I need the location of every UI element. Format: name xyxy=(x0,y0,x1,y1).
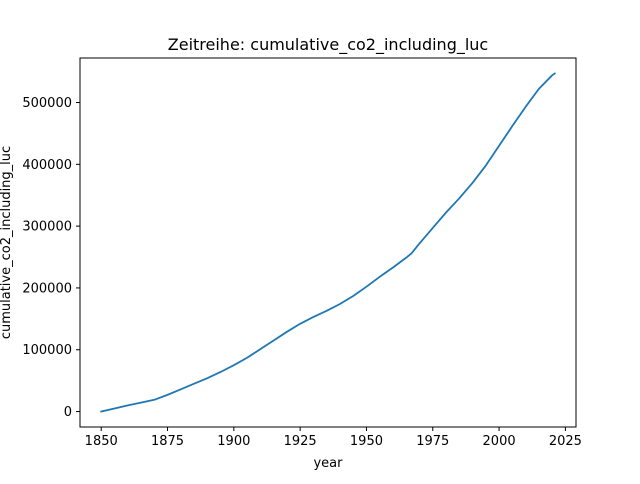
x-tick-label: 2000 xyxy=(483,434,516,449)
x-tick-label: 1850 xyxy=(85,434,118,449)
y-tick-label: 0 xyxy=(64,405,72,420)
x-tick-label: 1950 xyxy=(350,434,383,449)
plot-area xyxy=(100,72,557,413)
x-tick-label: 2025 xyxy=(549,434,582,449)
x-tick-label: 1975 xyxy=(416,434,449,449)
y-axis-ticks: 0 100000 200000 300000 400000 500000 xyxy=(22,96,80,420)
y-axis-label: cumulative_co2_including_luc xyxy=(0,146,14,339)
x-axis-label: year xyxy=(313,456,343,471)
series-line-0 xyxy=(100,72,557,413)
y-tick-label: 300000 xyxy=(22,220,72,235)
y-tick-label: 100000 xyxy=(22,343,72,358)
y-tick-label: 500000 xyxy=(22,96,72,111)
x-tick-label: 1875 xyxy=(151,434,184,449)
plot-frame xyxy=(79,57,577,428)
x-tick-label: 1900 xyxy=(217,434,250,449)
y-tick-label: 400000 xyxy=(22,158,72,173)
x-axis-ticks: 1850 1875 1900 1925 1950 1975 2000 2025 xyxy=(85,427,582,449)
chart-title: Zeitreihe: cumulative_co2_including_luc xyxy=(168,35,488,55)
y-tick-label: 200000 xyxy=(22,281,72,296)
x-tick-label: 1925 xyxy=(284,434,317,449)
